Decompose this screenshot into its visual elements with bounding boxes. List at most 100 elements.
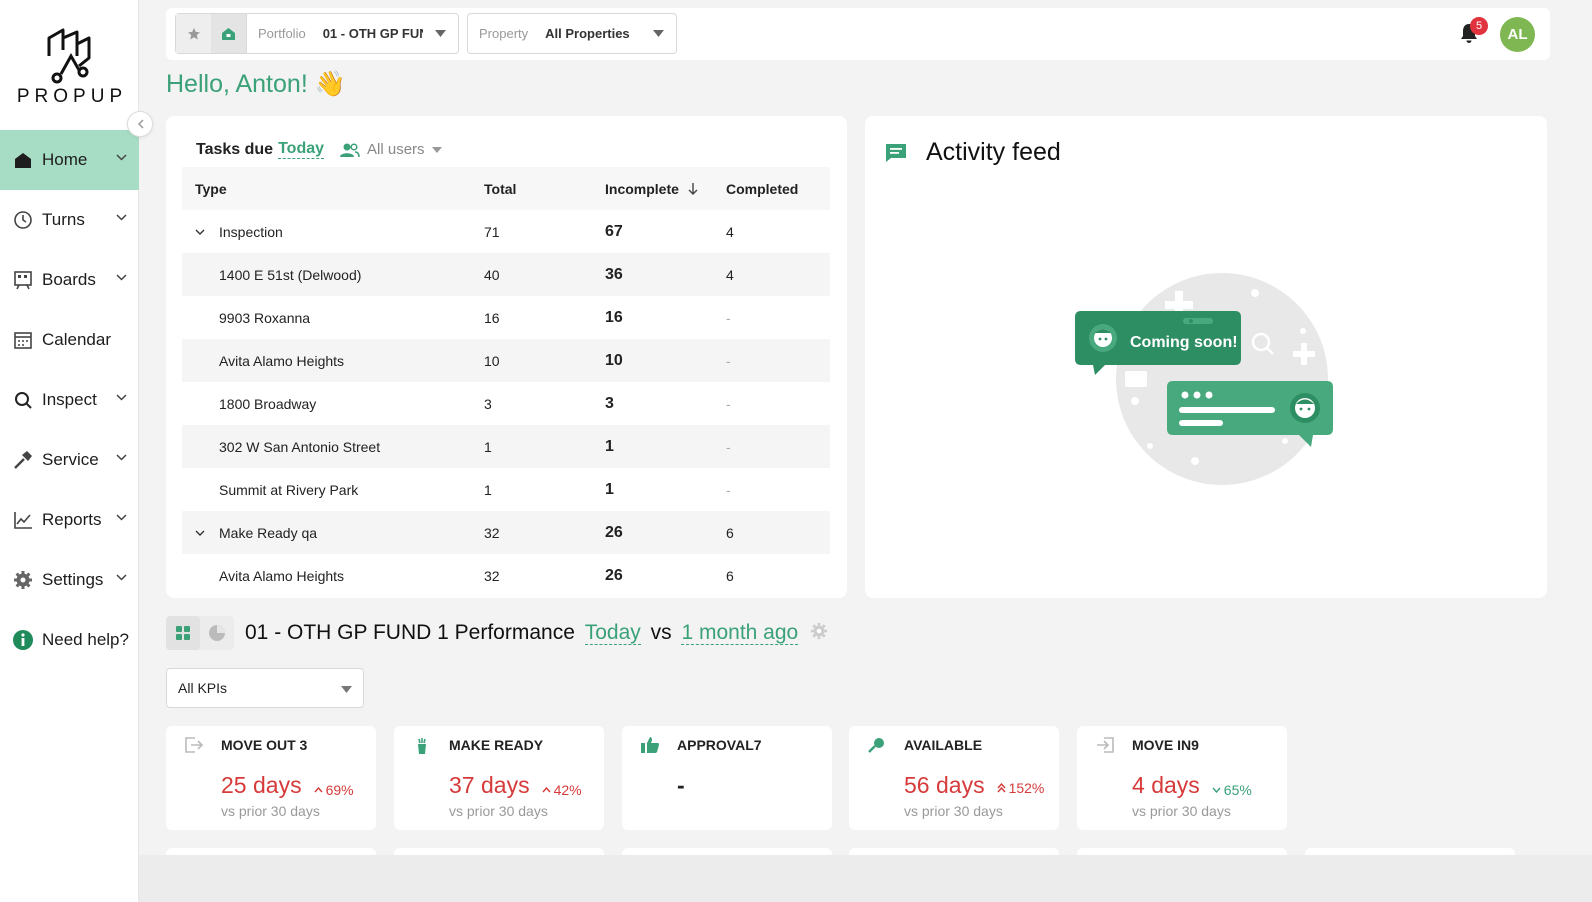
table-row[interactable]: 9903 Roxanna 16 16 - [182, 296, 830, 339]
sidebar-item-label: Settings [42, 570, 104, 589]
property-selector[interactable]: Property All Properties [467, 13, 677, 54]
kpi-title: APPROVAL7 [677, 737, 762, 753]
users-filter[interactable]: All users [339, 141, 442, 158]
sidebar-item-label: Service [42, 450, 99, 469]
kpi-number: 37 [449, 772, 475, 798]
boards-icon [12, 269, 34, 291]
sidebar-item-label: Inspect [42, 390, 97, 409]
kpi-card-make-ready[interactable]: MAKE READY 37 days 42% vs prior 30 days [394, 726, 604, 830]
sidebar-item-home[interactable]: Home [0, 130, 139, 190]
property-label: Property [479, 26, 529, 41]
gear-icon [811, 622, 828, 639]
row-incomplete: 1 [605, 437, 614, 455]
topbar: Portfolio 01 - OTH GP FUND 1 Property Al… [166, 8, 1550, 60]
portfolio-home-button[interactable] [211, 14, 246, 53]
kpi-card-available[interactable]: AVAILABLE 56 days 152% vs prior 30 days [849, 726, 1059, 830]
sidebar-item-inspect[interactable]: Inspect [0, 370, 139, 430]
sidebar-item-label: Reports [42, 510, 102, 529]
user-avatar[interactable]: AL [1500, 17, 1535, 52]
row-completed: 6 [726, 567, 734, 584]
kpi-change-value: 65% [1223, 782, 1252, 798]
tasks-table: Type Total Incomplete Completed Inspecti… [182, 167, 830, 597]
chevron-up-icon [542, 787, 551, 793]
chevron-down-icon [1212, 787, 1221, 793]
grid-icon [176, 626, 190, 640]
row-completed: 6 [726, 524, 734, 541]
chart-view-button[interactable] [200, 616, 234, 650]
reports-icon [12, 509, 34, 531]
sidebar-item-boards[interactable]: Boards [0, 250, 139, 310]
coming-soon-label: Coming soon! [1130, 334, 1238, 351]
kpi-value: 37 days 42% [449, 772, 582, 799]
settings-icon [12, 569, 34, 591]
table-row[interactable]: Avita Alamo Heights 32 26 6 [182, 554, 830, 597]
kpi-card-move-out[interactable]: MOVE OUT 3 25 days 69% vs prior 30 days [166, 726, 376, 830]
column-header-type[interactable]: Type [195, 180, 227, 197]
kpi-value: 4 days 65% [1132, 772, 1252, 799]
table-row[interactable]: 302 W San Antonio Street 1 1 - [182, 425, 830, 468]
kpi-number: 25 [221, 772, 247, 798]
kpi-card-move-in[interactable]: MOVE IN9 4 days 65% vs prior 30 days [1077, 726, 1287, 830]
column-header-total[interactable]: Total [484, 180, 517, 197]
help-icon [12, 629, 34, 651]
chat-icon [886, 143, 906, 162]
sidebar-item-label: Need help? [42, 630, 129, 649]
kpi-number: - [677, 772, 685, 798]
sidebar-item-calendar[interactable]: Calendar [0, 310, 139, 370]
home-icon [222, 27, 235, 40]
sidebar-nav: Home Turns Boards Calendar [0, 130, 139, 670]
logo-text: PROPUP [16, 86, 128, 107]
kpi-card-approval[interactable]: APPROVAL7 - [622, 726, 832, 830]
table-row[interactable]: 1800 Broadway 3 3 - [182, 382, 830, 425]
favorites-button[interactable] [176, 14, 211, 53]
page-bottom-band [139, 855, 1592, 902]
column-header-incomplete-label: Incomplete [605, 180, 679, 197]
sidebar-item-service[interactable]: Service [0, 430, 139, 490]
portfolio-selector[interactable]: Portfolio 01 - OTH GP FUND 1 [175, 13, 459, 54]
sidebar-item-turns[interactable]: Turns [0, 190, 139, 250]
collapse-sidebar-button[interactable] [127, 111, 153, 137]
kpi-title: MOVE OUT 3 [221, 737, 308, 753]
tasks-period-picker[interactable]: Today [278, 140, 325, 159]
turns-icon [12, 209, 34, 231]
row-type: 1400 E 51st (Delwood) [219, 266, 362, 283]
row-incomplete: 67 [605, 222, 623, 240]
service-icon [12, 449, 34, 471]
current-period-picker[interactable]: Today [584, 621, 641, 645]
portfolio-label: Portfolio [258, 26, 306, 41]
compare-period-picker[interactable]: 1 month ago [681, 621, 799, 645]
row-incomplete: 16 [605, 308, 623, 326]
caret-down-icon [341, 686, 352, 693]
performance-title: 01 - OTH GP FUND 1 Performance [245, 621, 575, 644]
kpi-filter-select[interactable]: All KPIs [166, 668, 364, 708]
row-total: 1 [484, 481, 492, 498]
row-type-label: Make Ready qa [219, 524, 318, 541]
kpi-number: 4 [1132, 772, 1145, 798]
sidebar-item-help[interactable]: Need help? [0, 610, 139, 670]
tasks-title: Tasks due [196, 140, 274, 158]
row-completed: - [726, 352, 731, 369]
table-header-row: Type Total Incomplete Completed [182, 167, 830, 210]
kpi-change: 65% [1212, 782, 1252, 798]
table-row[interactable]: Avita Alamo Heights 10 10 - [182, 339, 830, 382]
row-incomplete: 10 [605, 351, 623, 369]
performance-settings-button[interactable] [810, 622, 828, 645]
calendar-icon [12, 329, 34, 351]
chevron-down-icon[interactable] [195, 229, 219, 235]
logo[interactable]: PROPUP [0, 26, 139, 108]
table-row[interactable]: 1400 E 51st (Delwood) 40 36 4 [182, 253, 830, 296]
column-header-completed[interactable]: Completed [726, 180, 799, 197]
grid-view-button[interactable] [166, 616, 200, 650]
kpi-filter-value: All KPIs [178, 680, 228, 696]
table-row[interactable]: Make Ready qa 32 26 6 [182, 511, 830, 554]
column-header-incomplete[interactable]: Incomplete [605, 181, 726, 197]
chevron-down-icon[interactable] [195, 530, 219, 536]
table-row[interactable]: Summit at Rivery Park 1 1 - [182, 468, 830, 511]
sidebar-item-reports[interactable]: Reports [0, 490, 139, 550]
move-in-icon [1095, 736, 1115, 759]
chevron-up-icon [314, 787, 323, 793]
table-row[interactable]: Inspection 71 67 4 [182, 210, 830, 253]
sidebar: PROPUP Home Turns Boards [0, 0, 139, 902]
users-icon [340, 142, 360, 157]
sidebar-item-settings[interactable]: Settings [0, 550, 139, 610]
